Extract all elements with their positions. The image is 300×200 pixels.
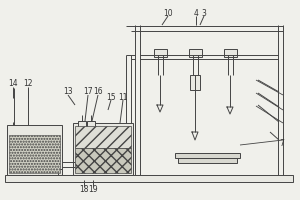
Text: 18: 18 [79, 184, 89, 194]
Bar [75, 148, 131, 173]
Bar [224, 49, 237, 57]
Bar [87, 121, 95, 129]
Bar [9, 135, 60, 173]
Bar [175, 153, 240, 158]
Bar [178, 158, 237, 163]
Bar [5, 175, 293, 182]
Text: 16: 16 [93, 88, 103, 97]
Text: 7: 7 [280, 138, 284, 148]
Text: 10: 10 [163, 9, 173, 19]
Bar [154, 49, 167, 57]
Bar [58, 169, 62, 175]
Text: 14: 14 [8, 79, 18, 88]
Bar [189, 49, 202, 57]
Bar [78, 121, 86, 129]
Text: 12: 12 [23, 79, 33, 88]
Text: 4: 4 [194, 9, 198, 19]
Bar [75, 126, 131, 148]
Text: 17: 17 [83, 88, 93, 97]
Text: 19: 19 [88, 184, 98, 194]
Bar [73, 123, 133, 175]
Bar [190, 75, 200, 90]
Text: 11: 11 [118, 92, 128, 102]
Text: 15: 15 [106, 92, 116, 102]
Bar [7, 125, 62, 175]
Text: 3: 3 [202, 9, 206, 19]
Text: 13: 13 [63, 88, 73, 97]
